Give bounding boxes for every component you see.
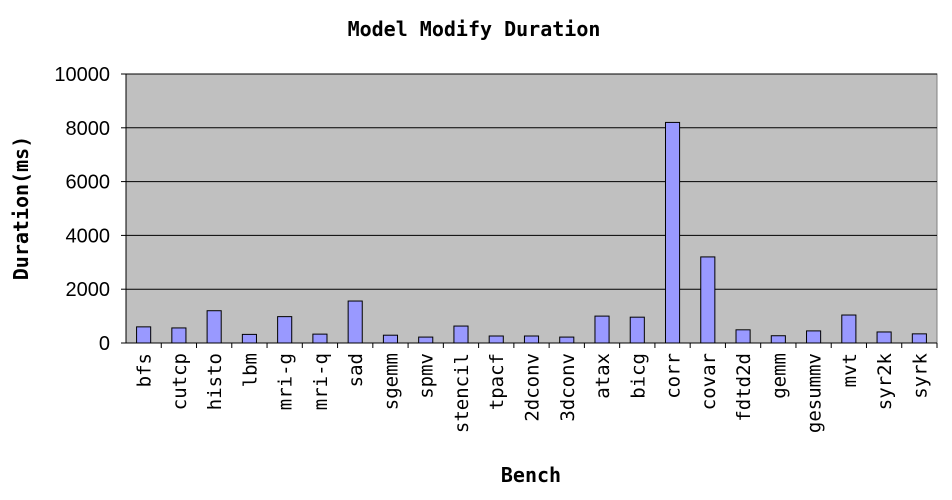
bar <box>241 333 257 344</box>
x-tick-label: cutcp <box>169 353 191 410</box>
x-tick-label: histo <box>204 353 226 410</box>
x-tick-labels: bfs cutcp histo lbm mri-g mri-q sad sgemm spmv st… <box>134 352 932 433</box>
x-tick-label: covar <box>698 353 720 410</box>
bar <box>770 335 786 344</box>
x-tick-label: bfs <box>134 353 156 387</box>
bar <box>277 316 293 344</box>
x-tick-label: syr2k <box>874 352 896 410</box>
x-tick-label: sad <box>345 353 367 387</box>
bar <box>488 335 504 344</box>
y-axis-title: Duration(ms) <box>9 136 33 281</box>
x-tick-label: bicg <box>627 353 649 399</box>
bars <box>136 121 927 344</box>
bar <box>700 256 716 344</box>
x-tick-label: mri-q <box>310 353 332 410</box>
x-tick-label: fdtd2d <box>733 353 755 422</box>
bar <box>876 331 892 344</box>
bar <box>136 326 152 344</box>
x-tick-label: tpacf <box>486 353 508 410</box>
y-tick-label: 6000 <box>66 172 111 194</box>
x-tick-label: corr <box>663 353 685 399</box>
x-tick-label: 3dconv <box>557 353 579 422</box>
bar <box>806 330 822 344</box>
x-tick-label: 2dconv <box>522 353 544 422</box>
bar <box>347 300 363 344</box>
bar <box>523 335 540 344</box>
bar <box>664 121 681 344</box>
y-tick-labels: 0 2000 4000 6000 8000 10000 <box>54 64 110 355</box>
y-tick-label: 0 <box>99 333 110 355</box>
bar <box>841 314 857 344</box>
plot-area <box>125 73 938 344</box>
x-tick-label: spmv <box>416 353 438 399</box>
x-tick-label: lbm <box>239 353 261 387</box>
bar <box>206 310 222 344</box>
bar <box>382 334 399 344</box>
bar <box>453 325 469 344</box>
x-tick-label: gemm <box>768 353 790 399</box>
bar <box>911 333 927 344</box>
y-tick-label: 8000 <box>66 118 111 140</box>
y-tick-label: 10000 <box>54 64 110 86</box>
x-tick-label: mvt <box>839 353 861 387</box>
bar <box>312 333 328 344</box>
bar <box>735 329 751 344</box>
axes <box>121 73 938 348</box>
x-axis-title: Bench <box>501 463 561 487</box>
x-tick-label: mri-g <box>275 353 297 410</box>
x-tick-label: atax <box>592 353 614 399</box>
y-tick-label: 4000 <box>66 225 111 247</box>
x-tick-label: sgemm <box>380 353 402 410</box>
x-tick-label: gesummv <box>804 353 826 433</box>
y-tick-label: 2000 <box>66 279 111 301</box>
bar <box>418 336 434 344</box>
x-tick-label: stencil <box>451 353 473 433</box>
bar <box>171 327 187 344</box>
chart-title: Model Modify Duration <box>348 17 601 41</box>
bar <box>594 315 610 344</box>
x-tick-label: syrk <box>909 352 931 398</box>
gridlines <box>126 73 937 290</box>
bar <box>559 336 575 344</box>
bar <box>629 316 645 344</box>
